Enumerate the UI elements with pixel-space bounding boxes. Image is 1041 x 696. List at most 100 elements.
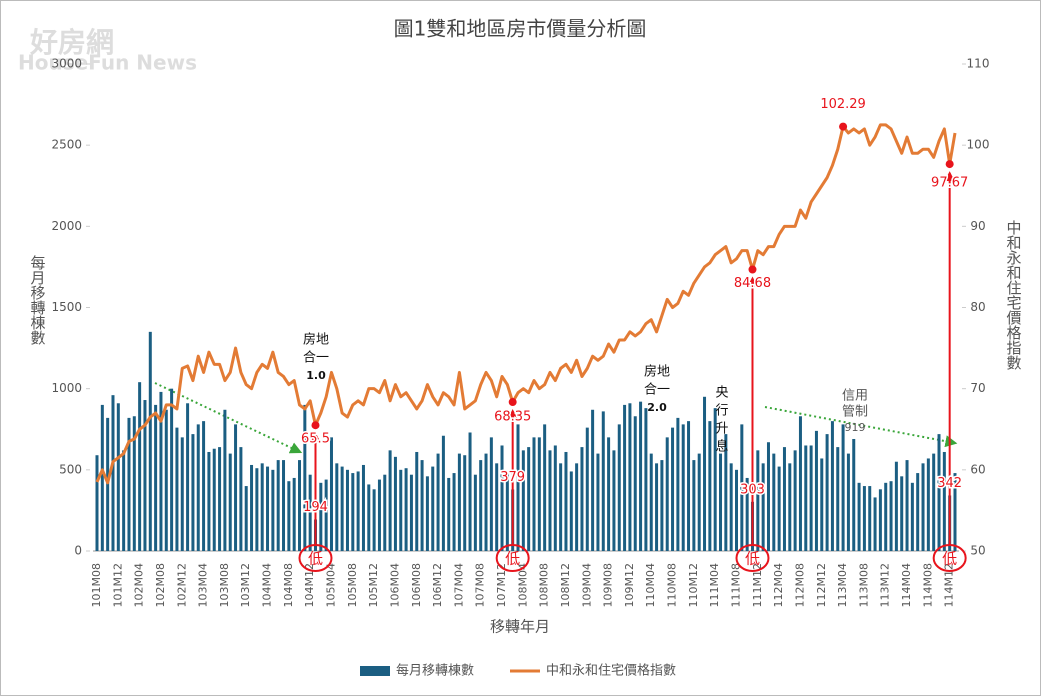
x-tick-label: 112M04 — [772, 563, 785, 607]
x-tick-label: 106M08 — [410, 563, 423, 607]
bar — [436, 453, 440, 551]
bar — [809, 445, 813, 551]
bar — [687, 421, 691, 551]
annotation: 行 — [715, 404, 728, 419]
legend-label: 中和永和住宅價格指數 — [546, 663, 676, 679]
bar — [926, 458, 930, 551]
legend-label: 每月移轉棟數 — [396, 663, 474, 679]
x-tick-label: 108M04 — [516, 563, 529, 607]
bar — [692, 460, 696, 551]
bar — [868, 486, 872, 551]
data-label: 194 — [303, 500, 328, 515]
x-tick-label: 107M08 — [474, 563, 487, 607]
bar — [894, 461, 898, 551]
data-label: 68.35 — [494, 410, 531, 425]
bar — [329, 437, 333, 551]
bar — [308, 474, 312, 551]
bar — [420, 460, 424, 551]
bar — [553, 445, 557, 551]
x-tick-label: 105M04 — [324, 563, 337, 607]
bar — [154, 404, 158, 551]
bar — [367, 484, 371, 551]
bar — [303, 404, 307, 551]
bar — [644, 408, 648, 551]
x-tick-label: 109M12 — [623, 563, 636, 607]
x-tick-label: 103M12 — [239, 563, 252, 607]
bar — [916, 473, 920, 551]
x-tick-label: 108M08 — [538, 563, 551, 607]
x-tick-label: 113M12 — [879, 563, 892, 607]
y2-axis-label: 中和永和住宅價格指數 — [1005, 220, 1023, 370]
y2-tick-label: 50 — [970, 544, 985, 558]
bar — [228, 453, 232, 551]
bar — [953, 473, 957, 551]
low-marker: 低 — [745, 550, 760, 568]
bar — [409, 474, 413, 551]
low-marker: 低 — [308, 550, 323, 568]
data-label: 342 — [937, 476, 962, 491]
bar — [164, 409, 168, 551]
bar — [223, 409, 227, 551]
annotation: 息 — [715, 439, 728, 455]
y-tick-label: 1500 — [51, 300, 82, 314]
bar — [649, 453, 653, 551]
x-tick-label: 103M04 — [197, 563, 210, 607]
bar — [681, 424, 685, 551]
bar — [713, 408, 717, 551]
bar — [756, 450, 760, 551]
bar — [942, 451, 946, 551]
bar — [361, 464, 365, 551]
bar — [489, 437, 493, 551]
bar — [543, 424, 547, 551]
bar — [857, 482, 861, 551]
bar — [143, 400, 147, 551]
y-tick-label: 2000 — [51, 219, 82, 233]
x-tick-label: 102M08 — [154, 563, 167, 607]
bar — [585, 427, 589, 551]
x-tick-label: 114M04 — [900, 563, 913, 607]
bar — [900, 476, 904, 551]
bar — [335, 463, 339, 551]
x-axis-label: 移轉年月 — [490, 618, 550, 636]
bar — [569, 471, 573, 551]
annotation: 919 — [845, 421, 866, 434]
bar — [852, 438, 856, 551]
bar — [639, 401, 643, 551]
bar — [676, 417, 680, 551]
x-tick-label: 102M04 — [133, 563, 146, 607]
y-tick-label: 3000 — [51, 57, 82, 71]
x-tick-label: 101M08 — [90, 563, 103, 607]
bar — [100, 404, 104, 551]
bar — [383, 474, 387, 551]
annotation: 合一 — [644, 383, 670, 398]
bar — [873, 497, 877, 551]
bar — [527, 447, 531, 551]
bar — [862, 486, 866, 551]
bar — [473, 474, 477, 551]
bar — [479, 460, 483, 551]
bar — [820, 458, 824, 551]
bar — [505, 473, 509, 551]
x-tick-label: 102M12 — [175, 563, 188, 607]
bar — [484, 453, 488, 551]
bar — [298, 460, 302, 551]
y2-tick-label: 100 — [967, 138, 990, 152]
bar — [804, 445, 808, 551]
low-circle — [735, 544, 770, 572]
bar — [921, 463, 925, 551]
x-tick-label: 103M08 — [218, 563, 231, 607]
bar — [122, 450, 126, 551]
bar — [825, 434, 829, 551]
annotation: 房地 — [303, 332, 329, 348]
x-tick-label: 108M12 — [559, 563, 572, 607]
bar — [798, 416, 802, 551]
bar — [735, 469, 739, 551]
bar — [607, 437, 611, 551]
x-tick-label: 107M12 — [495, 563, 508, 607]
bar — [830, 421, 834, 551]
bar — [196, 424, 200, 551]
bar — [239, 447, 243, 551]
bar — [729, 463, 733, 551]
bar — [772, 453, 776, 551]
